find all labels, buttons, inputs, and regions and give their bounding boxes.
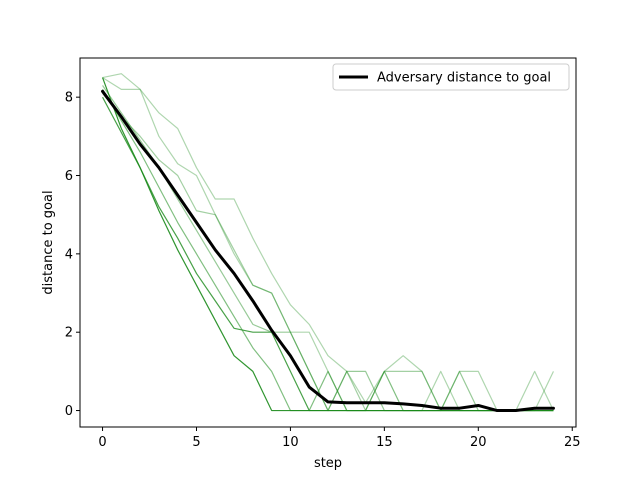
episode-line-4 bbox=[102, 92, 554, 412]
episode-lines bbox=[101, 73, 554, 412]
mean-series-line bbox=[101, 89, 555, 413]
episode-line-1 bbox=[102, 96, 554, 412]
x-axis-ticks: 0 5 10 15 20 25 bbox=[98, 427, 581, 450]
x-axis-label: step bbox=[314, 456, 342, 471]
y-tick-label: 2 bbox=[65, 326, 73, 341]
episode-line-2 bbox=[102, 89, 554, 412]
legend-label: Adversary distance to goal bbox=[377, 71, 551, 86]
x-tick-label: 5 bbox=[192, 435, 200, 450]
x-tick-label: 0 bbox=[98, 435, 106, 450]
mean-line-layer bbox=[101, 89, 555, 413]
plot-frame bbox=[79, 57, 577, 428]
y-tick-label: 0 bbox=[65, 404, 73, 419]
episode-line-0 bbox=[101, 77, 554, 412]
y-axis-label: distance to goal bbox=[41, 190, 56, 294]
legend-box bbox=[332, 63, 570, 91]
y-tick-label: 6 bbox=[65, 169, 73, 184]
x-tick-label: 20 bbox=[470, 435, 487, 450]
x-tick-label: 25 bbox=[564, 435, 581, 450]
x-tick-label: 15 bbox=[376, 435, 393, 450]
x-tick-label: 10 bbox=[282, 435, 299, 450]
episode-line-3 bbox=[102, 85, 554, 412]
y-axis-ticks: 0 2 4 6 8 bbox=[65, 91, 80, 419]
y-tick-label: 4 bbox=[65, 247, 73, 262]
episode-line-5 bbox=[102, 73, 554, 412]
episode-line-6 bbox=[102, 77, 554, 412]
y-tick-label: 8 bbox=[65, 91, 73, 106]
legend: Adversary distance to goal bbox=[332, 63, 570, 91]
